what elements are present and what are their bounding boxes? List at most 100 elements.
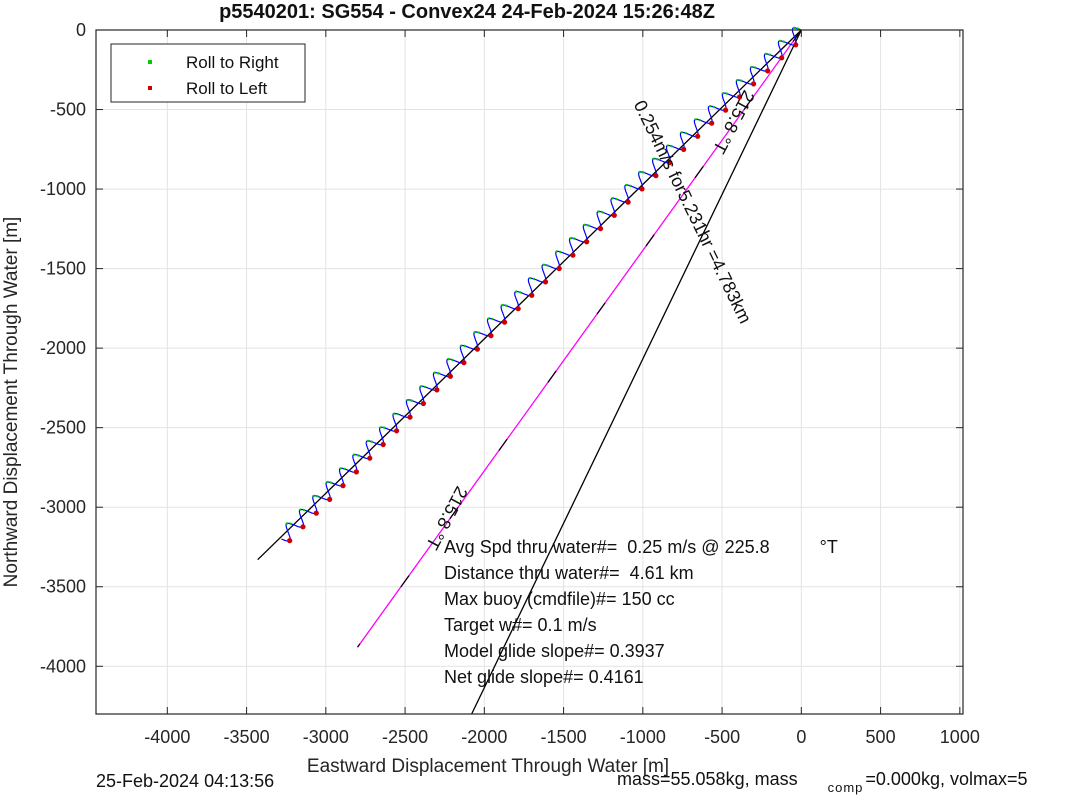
legend-marker bbox=[148, 60, 152, 64]
roll-right-segment bbox=[298, 508, 306, 513]
roll-right-segment bbox=[554, 250, 562, 254]
info-line: Distance thru water#= 4.61 km bbox=[444, 563, 694, 583]
x-axis-label: Eastward Displacement Through Water [m] bbox=[307, 756, 669, 777]
grid bbox=[96, 29, 963, 714]
roll-left-point bbox=[570, 252, 576, 258]
roll-left-point bbox=[542, 279, 549, 285]
legend: Roll to Right Roll to Left bbox=[110, 43, 306, 103]
roll-right-segment bbox=[777, 39, 786, 44]
roll-right-segment bbox=[513, 290, 522, 294]
roll-right-segment bbox=[391, 412, 400, 416]
roll-left-point bbox=[639, 186, 645, 192]
x-tick-label: 500 bbox=[866, 727, 896, 747]
roll-left-point bbox=[515, 306, 521, 312]
roll-left-point bbox=[765, 68, 771, 74]
roll-right-segment bbox=[791, 26, 800, 31]
y-tick-label: -2500 bbox=[40, 418, 86, 438]
x-tick-label: -3500 bbox=[224, 727, 270, 747]
footer-date: 25-Feb-2024 04:13:56 bbox=[96, 771, 275, 791]
x-tick-label: -4000 bbox=[144, 727, 190, 747]
info-line: Model glide slope#= 0.3937 bbox=[444, 641, 665, 661]
y-tick-label: -3500 bbox=[40, 577, 86, 597]
roll-right-segment bbox=[749, 65, 757, 70]
axes-frame bbox=[95, 29, 964, 715]
roll-left-point bbox=[611, 212, 617, 218]
roll-left-point bbox=[529, 292, 535, 298]
roll-left-point bbox=[584, 239, 590, 245]
roll-left-point bbox=[653, 173, 659, 179]
x-tick-label: 0 bbox=[796, 727, 806, 747]
roll-right-segment bbox=[707, 105, 716, 109]
roll-left-point bbox=[461, 360, 467, 366]
roll-left-point bbox=[474, 346, 480, 352]
guide-line bbox=[471, 29, 802, 715]
roll-left-point bbox=[340, 483, 346, 489]
roll-right-segment bbox=[365, 439, 374, 444]
roll-left-point bbox=[695, 133, 701, 139]
y-tick-label: 0 bbox=[76, 20, 86, 40]
x-axis: -4000 -3500 -3000 -2500 -2000 -1500 -1000 -500 0… bbox=[144, 30, 980, 747]
roll-right-segment bbox=[735, 78, 743, 83]
roll-right-segment bbox=[405, 398, 413, 403]
y-tick-label: -3000 bbox=[40, 497, 86, 517]
x-tick-label: -500 bbox=[704, 727, 740, 747]
roll-right-segment bbox=[595, 210, 604, 214]
roll-right-segment bbox=[540, 263, 550, 268]
roll-right-segment bbox=[418, 385, 427, 389]
roll-right-segment bbox=[527, 277, 536, 281]
roll-left-point bbox=[488, 333, 494, 339]
roll-left-point bbox=[300, 524, 306, 530]
roll-left-point bbox=[751, 81, 757, 87]
legend-marker bbox=[148, 86, 152, 90]
rotated-annotation: 215.8 °T bbox=[709, 87, 759, 157]
roll-right-segment bbox=[325, 480, 333, 485]
y-tick-label: -1500 bbox=[40, 259, 86, 279]
roll-left-point bbox=[313, 510, 319, 516]
roll-left-point bbox=[709, 120, 715, 126]
roll-left-point bbox=[625, 199, 631, 205]
x-tick-label: -1500 bbox=[541, 727, 587, 747]
roll-right-segment bbox=[763, 52, 771, 57]
roll-left-point bbox=[327, 496, 333, 502]
roll-left-point bbox=[723, 107, 729, 113]
roll-right-segment bbox=[637, 170, 645, 175]
info-text-block: Avg Spd thru water#= 0.25 m/s @ 225.8 °T… bbox=[444, 537, 838, 687]
roll-right-segment bbox=[568, 236, 576, 241]
roll-right-segment bbox=[721, 91, 729, 96]
roll-left-point bbox=[447, 373, 453, 379]
roll-right-segment bbox=[582, 223, 590, 227]
roll-left-point bbox=[420, 400, 426, 407]
roll-right-segment bbox=[432, 371, 440, 375]
y-axis-label: Northward Displacement Through Water [m] bbox=[1, 217, 22, 588]
roll-right-segment bbox=[459, 344, 467, 349]
roll-right-segment bbox=[693, 118, 702, 122]
roll-left-point bbox=[367, 455, 373, 461]
roll-right-segment bbox=[500, 303, 508, 308]
roll-right-segment bbox=[609, 197, 618, 201]
legend-label: Roll to Left bbox=[186, 79, 268, 98]
roll-left-point bbox=[287, 538, 293, 544]
info-line: Net glide slope#= 0.4161 bbox=[444, 667, 644, 687]
roll-right-segment bbox=[378, 426, 386, 430]
roll-right-segment bbox=[679, 131, 688, 135]
x-tick-label: -1000 bbox=[620, 727, 666, 747]
y-tick-label: -2000 bbox=[40, 338, 86, 358]
plot-area bbox=[257, 26, 802, 715]
roll-left-point bbox=[737, 94, 743, 100]
footer-mass-rest: =0.000kg, volmax=5 bbox=[865, 769, 1028, 789]
roll-left-point bbox=[502, 319, 508, 325]
chart-title: p5540201: SG554 - Convex24 24-Feb-2024 1… bbox=[219, 1, 715, 23]
x-tick-label: -3000 bbox=[303, 727, 349, 747]
roll-right-segment bbox=[486, 317, 494, 321]
info-line: Avg Spd thru water#= 0.25 m/s @ 225.8 °T bbox=[444, 537, 838, 557]
roll-right-segment bbox=[623, 183, 632, 188]
roll-left-point bbox=[667, 159, 673, 166]
x-tick-label: -2500 bbox=[382, 727, 428, 747]
y-tick-label: -1000 bbox=[40, 179, 86, 199]
legend-label: Roll to Right bbox=[186, 53, 279, 72]
legend-box bbox=[110, 43, 306, 103]
x-tick-label: -2000 bbox=[461, 727, 507, 747]
roll-right-segment bbox=[651, 157, 659, 162]
